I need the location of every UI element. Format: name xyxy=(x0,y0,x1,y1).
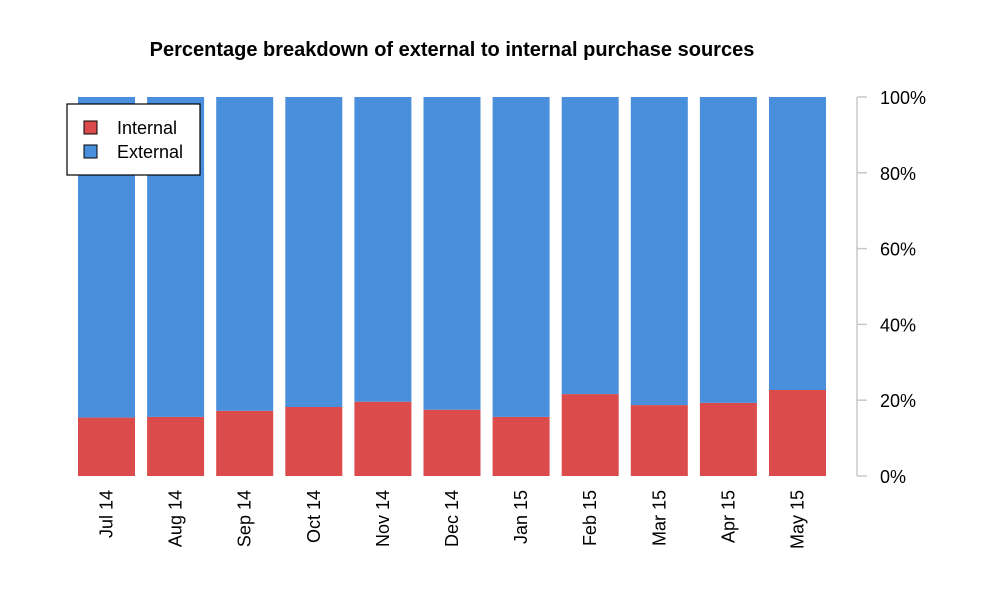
legend-label-internal: Internal xyxy=(117,118,177,138)
x-tick-label: Aug 14 xyxy=(166,490,186,547)
x-tick-label: Oct 14 xyxy=(304,490,324,543)
bar-external-sep-14 xyxy=(216,97,274,411)
bar-internal-jul-14 xyxy=(78,417,135,476)
y-tick-label: 20% xyxy=(880,391,916,411)
y-axis: 0% 20% 40% 60% 80% 100% xyxy=(856,88,926,487)
bar-internal-mar-15 xyxy=(630,405,688,476)
x-tick-label: Jan 15 xyxy=(511,490,531,544)
legend-swatch-external xyxy=(83,144,98,159)
bar-internal-sep-14 xyxy=(216,410,274,476)
bar-external-may-15 xyxy=(769,97,826,390)
x-tick-label: Feb 15 xyxy=(580,490,600,546)
bar-internal-nov-14 xyxy=(354,401,412,476)
y-tick-label: 80% xyxy=(880,164,916,184)
bar-internal-oct-14 xyxy=(285,407,343,476)
x-tick-label: Sep 14 xyxy=(235,490,255,547)
bar-internal-may-15 xyxy=(769,390,826,476)
bar-external-oct-14 xyxy=(285,97,343,407)
bar-internal-feb-15 xyxy=(561,394,619,476)
y-tick-label: 0% xyxy=(880,467,906,487)
legend: Internal External xyxy=(66,103,201,176)
y-tick-label: 40% xyxy=(880,315,916,335)
bar-internal-dec-14 xyxy=(423,409,481,476)
x-tick-label: Mar 15 xyxy=(649,490,669,546)
x-tick-label: Dec 14 xyxy=(442,490,462,547)
bar-internal-jan-15 xyxy=(492,416,550,476)
bar-external-nov-14 xyxy=(354,97,412,402)
x-tick-label: Nov 14 xyxy=(373,490,393,547)
bar-external-apr-15 xyxy=(699,97,757,403)
legend-swatch-internal xyxy=(83,120,98,135)
x-tick-label: Jul 14 xyxy=(97,490,117,538)
bar-external-mar-15 xyxy=(630,97,688,406)
chart-title: Percentage breakdown of external to inte… xyxy=(150,39,755,61)
legend-label-external: External xyxy=(117,142,183,162)
legend-box xyxy=(66,103,201,176)
bar-internal-apr-15 xyxy=(699,402,757,476)
y-tick-label: 100% xyxy=(880,88,926,108)
bar-external-jan-15 xyxy=(492,97,550,417)
bar-internal-aug-14 xyxy=(147,416,205,476)
x-tick-label: Apr 15 xyxy=(718,490,738,543)
x-tick-label: May 15 xyxy=(788,490,808,549)
x-axis-labels: Jul 14 Aug 14 Sep 14 Oct 14 Nov 14 Dec 14 Jan … xyxy=(97,490,808,549)
y-tick-label: 60% xyxy=(880,240,916,260)
bar-external-feb-15 xyxy=(561,97,619,395)
bar-external-dec-14 xyxy=(423,97,481,410)
